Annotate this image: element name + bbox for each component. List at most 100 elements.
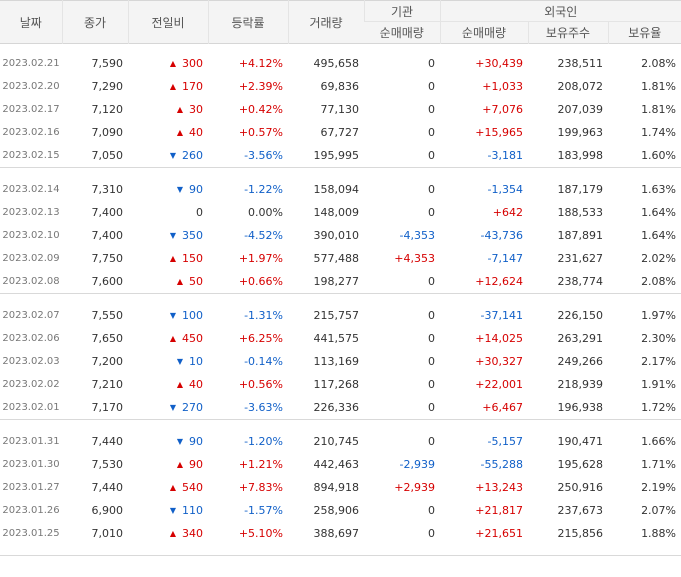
triangle-down-icon: ▼ (176, 357, 183, 366)
volume-cell: 77,130 (320, 103, 360, 116)
table-row: 2023.02.21 7,590 ▲ 300 +4.12% 495,658 0 +30,439… (0, 52, 681, 75)
holdings-cell: 188,533 (557, 206, 604, 219)
group-spacer (0, 294, 681, 304)
rate-cell: -1.20% (244, 435, 283, 448)
volume-cell: 441,575 (313, 332, 360, 345)
volume-cell: 442,463 (313, 458, 360, 471)
holding-ratio-cell: 1.88% (641, 527, 677, 540)
close-cell: 7,310 (91, 183, 124, 196)
change-cell: 0 (128, 201, 208, 224)
change-value: 10 (189, 355, 203, 368)
close-cell: 7,440 (91, 481, 124, 494)
date-cell: 2023.01.31 (2, 436, 60, 447)
change-value: 170 (182, 80, 203, 93)
holding-ratio-cell: 2.07% (641, 504, 677, 517)
foreign-net-cell: -55,288 (480, 458, 523, 471)
foreign-net-cell: +22,001 (475, 378, 523, 391)
table-row: 2023.02.17 7,120 ▲ 30 +0.42% 77,130 0 +7,076 207… (0, 98, 681, 121)
rate-cell: +0.57% (238, 126, 283, 139)
holding-ratio-cell: 1.81% (641, 80, 677, 93)
volume-cell: 67,727 (320, 126, 360, 139)
header-holding-ratio: 보유율 (607, 21, 681, 44)
triangle-up-icon: ▲ (176, 128, 183, 137)
rate-cell: +5.10% (238, 527, 283, 540)
volume-cell: 577,488 (313, 252, 360, 265)
change-value: 90 (189, 183, 203, 196)
change-value: 260 (182, 149, 203, 162)
foreign-net-cell: +1,033 (482, 80, 523, 93)
change-cell: ▲ 90 (128, 453, 208, 476)
foreign-net-cell: +13,243 (475, 481, 523, 494)
rate-cell: -4.52% (244, 229, 283, 242)
header-foreign: 외국인 (439, 0, 681, 22)
inst-net-cell: 0 (428, 57, 435, 70)
change-value: 270 (182, 401, 203, 414)
foreign-net-cell: +6,467 (482, 401, 523, 414)
triangle-down-icon: ▼ (176, 437, 183, 446)
close-cell: 7,550 (91, 309, 124, 322)
holdings-cell: 238,774 (557, 275, 604, 288)
holding-ratio-cell: 2.19% (641, 481, 677, 494)
table-row: 2023.02.01 7,170 ▼ 270 -3.63% 226,336 0 +6,467 1… (0, 396, 681, 420)
holding-ratio-cell: 2.17% (641, 355, 677, 368)
foreign-net-cell: -1,354 (487, 183, 523, 196)
change-value: 110 (182, 504, 203, 517)
change-cell: ▼ 110 (128, 499, 208, 522)
holdings-cell: 196,938 (557, 401, 604, 414)
close-cell: 7,290 (91, 80, 124, 93)
inst-net-cell: 0 (428, 309, 435, 322)
close-cell: 7,210 (91, 378, 124, 391)
change-cell: ▲ 540 (128, 476, 208, 499)
holding-ratio-cell: 1.60% (641, 149, 677, 162)
foreign-net-cell: +30,327 (475, 355, 523, 368)
close-cell: 6,900 (91, 504, 124, 517)
table-row: 2023.02.07 7,550 ▼ 100 -1.31% 215,757 0 -37,141… (0, 304, 681, 327)
foreign-net-cell: -43,736 (480, 229, 523, 242)
inst-net-cell: 0 (428, 332, 435, 345)
triangle-up-icon: ▲ (176, 380, 183, 389)
date-cell: 2023.02.10 (2, 230, 60, 241)
holding-ratio-cell: 1.64% (641, 206, 677, 219)
change-cell: ▲ 340 (128, 522, 208, 545)
holding-ratio-cell: 1.66% (641, 435, 677, 448)
volume-cell: 894,918 (313, 481, 360, 494)
holdings-cell: 218,939 (557, 378, 604, 391)
group-divider (0, 293, 681, 294)
close-cell: 7,170 (91, 401, 124, 414)
triangle-down-icon: ▼ (169, 151, 176, 160)
change-value: 90 (189, 435, 203, 448)
date-cell: 2023.02.02 (2, 379, 60, 390)
inst-net-cell: 0 (428, 149, 435, 162)
holding-ratio-cell: 1.63% (641, 183, 677, 196)
foreign-net-cell: +12,624 (475, 275, 523, 288)
foreign-net-cell: +15,965 (475, 126, 523, 139)
change-cell: ▲ 50 (128, 270, 208, 294)
volume-cell: 195,995 (313, 149, 360, 162)
close-cell: 7,400 (91, 229, 124, 242)
date-cell: 2023.02.17 (2, 104, 60, 115)
date-cell: 2023.02.08 (2, 276, 60, 287)
rate-cell: -3.63% (244, 401, 283, 414)
holdings-cell: 231,627 (557, 252, 604, 265)
table-body: 2023.02.21 7,590 ▲ 300 +4.12% 495,658 0 +30,439… (0, 44, 681, 556)
change-value: 150 (182, 252, 203, 265)
holdings-cell: 208,072 (557, 80, 604, 93)
holdings-cell: 199,963 (557, 126, 604, 139)
date-cell: 2023.02.07 (2, 310, 60, 321)
holdings-cell: 190,471 (557, 435, 604, 448)
inst-net-cell: -4,353 (399, 229, 435, 242)
holdings-cell: 249,266 (557, 355, 604, 368)
foreign-net-cell: +21,651 (475, 527, 523, 540)
change-value: 90 (189, 458, 203, 471)
change-value: 40 (189, 126, 203, 139)
change-cell: ▼ 350 (128, 224, 208, 247)
holdings-cell: 263,291 (557, 332, 604, 345)
holdings-cell: 238,511 (557, 57, 604, 70)
rate-cell: +1.21% (238, 458, 283, 471)
triangle-up-icon: ▲ (169, 254, 176, 263)
volume-cell: 113,169 (313, 355, 360, 368)
holdings-cell: 250,916 (557, 481, 604, 494)
change-value: 540 (182, 481, 203, 494)
change-cell: ▼ 10 (128, 350, 208, 373)
group-divider (0, 419, 681, 420)
